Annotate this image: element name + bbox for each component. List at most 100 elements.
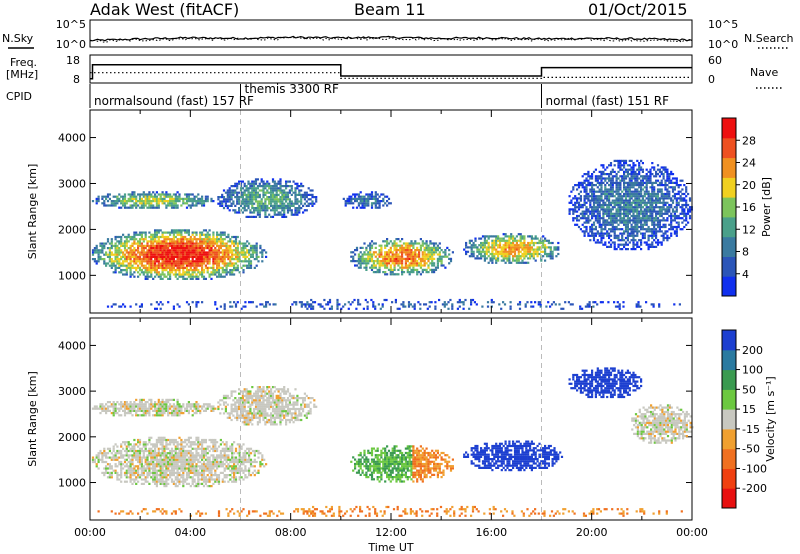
- power-cell: [120, 258, 123, 261]
- power-cell: [352, 206, 355, 209]
- power-cell: [311, 204, 314, 207]
- power-cell: [229, 258, 232, 261]
- power-cell: [106, 262, 110, 265]
- power-cell: [613, 245, 616, 248]
- power-cell: [157, 204, 160, 207]
- power-cell: [245, 198, 248, 201]
- power-cell: [221, 231, 224, 234]
- power-cell: [363, 260, 366, 263]
- power-cell: [261, 255, 264, 258]
- power-cell: [670, 217, 673, 220]
- power-cell: [258, 185, 261, 188]
- power-cell: [621, 197, 624, 200]
- power-cell: [172, 247, 175, 250]
- power-cell: [613, 214, 616, 218]
- power-cell: [238, 251, 241, 254]
- power-cell: [594, 179, 597, 182]
- power-cell: [129, 266, 132, 269]
- power-cell: [216, 258, 219, 261]
- power-cell: [91, 253, 95, 256]
- power-cell: [592, 234, 596, 237]
- power-cell: [583, 214, 586, 218]
- power-cell: [279, 200, 282, 203]
- power-cell: [613, 195, 616, 198]
- power-cell: [191, 231, 194, 234]
- power-cell: [140, 253, 143, 256]
- power-cell: [241, 196, 244, 199]
- power-cell: [144, 233, 147, 236]
- power-cell: [632, 181, 635, 184]
- power-cell: [238, 182, 241, 185]
- power-cell: [617, 181, 620, 184]
- power-cell: [236, 211, 239, 214]
- power-cell: [366, 307, 369, 310]
- power-cell: [270, 189, 273, 192]
- power-cell: [157, 247, 160, 250]
- power-cell: [434, 305, 437, 308]
- power-cell: [636, 177, 639, 180]
- power-cell: [497, 255, 500, 258]
- power-cell: [675, 179, 678, 182]
- power-cell: [600, 170, 603, 173]
- power-cell: [626, 173, 629, 176]
- power-cell: [363, 200, 366, 203]
- power-cell: [634, 248, 637, 251]
- power-cell: [574, 197, 577, 200]
- power-cell: [238, 242, 241, 245]
- power-cell: [336, 301, 339, 304]
- power-cell: [131, 266, 134, 269]
- power-cell: [386, 195, 389, 198]
- power-cell: [346, 202, 349, 205]
- power-cell: [112, 303, 115, 306]
- power-cell: [298, 191, 301, 194]
- power-cell: [585, 228, 588, 231]
- power-cell: [512, 237, 515, 240]
- power-cell: [542, 239, 545, 242]
- power-cell: [389, 240, 392, 243]
- power-cell: [159, 240, 162, 243]
- power-cell: [256, 204, 259, 207]
- power-cell: [606, 221, 609, 224]
- power-cell: [655, 219, 658, 222]
- power-cell: [298, 200, 301, 203]
- power-cell: [174, 240, 177, 243]
- power-cell: [681, 179, 684, 182]
- power-cell: [485, 250, 488, 253]
- power-cell: [387, 268, 391, 271]
- power-cell: [655, 173, 658, 176]
- velocity-cell: [122, 463, 125, 466]
- power-cell: [508, 252, 511, 256]
- power-cell: [397, 264, 400, 267]
- power-cell: [283, 202, 286, 205]
- power-cell: [643, 223, 646, 226]
- power-cell: [381, 305, 384, 308]
- power-cell: [157, 244, 160, 247]
- power-cell: [251, 198, 254, 201]
- power-cell: [545, 255, 549, 258]
- power-cell: [178, 244, 181, 247]
- power-cell: [275, 185, 278, 188]
- power-cell: [604, 190, 607, 193]
- velocity-cell: [129, 458, 132, 461]
- power-cell: [204, 242, 207, 245]
- power-cell: [174, 264, 177, 267]
- power-cell: [604, 243, 607, 246]
- power-cell: [547, 241, 550, 245]
- power-cell: [551, 241, 554, 245]
- power-cell: [223, 244, 226, 247]
- power-cell: [502, 301, 505, 304]
- power-cell: [258, 215, 261, 218]
- power-cell: [400, 303, 403, 306]
- power-cell: [279, 204, 282, 207]
- power-cell: [221, 200, 224, 203]
- power-cell: [624, 228, 628, 231]
- power-cell: [382, 260, 385, 263]
- power-cell: [623, 239, 626, 242]
- power-cell: [675, 192, 678, 196]
- power-cell: [170, 204, 174, 207]
- power-cell: [624, 195, 628, 198]
- power-cell: [402, 257, 406, 260]
- power-cell: [118, 266, 121, 269]
- power-cell: [555, 248, 558, 251]
- power-cell: [670, 212, 673, 215]
